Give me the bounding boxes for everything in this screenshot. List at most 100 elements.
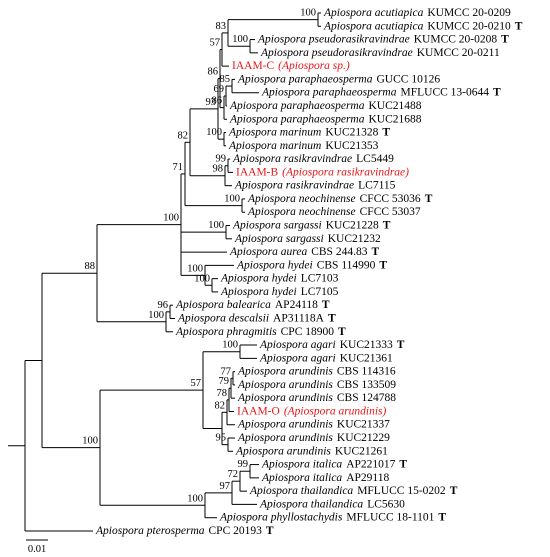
leaf-strain: KUC21333	[340, 339, 393, 351]
leaf-strain: CBS 244.83	[311, 246, 367, 258]
leaf-type: T	[450, 485, 458, 497]
leaf-species: Apiospora pterosperma	[95, 525, 205, 537]
support-value: 100	[194, 273, 210, 284]
support-value: 100	[206, 127, 222, 138]
leaf-type: T	[266, 525, 274, 537]
leaf-species: Apiospora paraphaeosperma	[229, 113, 365, 125]
leaf-species: Apiospora rasikravindrae	[234, 179, 354, 191]
leaf-species: Apiospora hydei	[220, 272, 297, 284]
leaf-species: Apiospora paraphaeosperma	[261, 86, 397, 98]
leaf-species: Apiospora arundinis	[237, 418, 333, 430]
leaf-strain: CPC 20193	[209, 525, 263, 537]
leaf-species: Apiospora thailandica	[259, 498, 363, 510]
leaf-label: Apiospora hydei LC7103	[220, 272, 339, 284]
support-value: 99	[216, 154, 227, 165]
leaf-species: Apiospora arundinis	[235, 445, 331, 457]
leaf-label: Apiospora marinum KUC21353	[228, 139, 379, 151]
leaf-type: T	[328, 312, 336, 324]
leaf-species: Apiospora arundinis	[237, 379, 333, 391]
scale-bar-label: 0.01	[28, 544, 46, 555]
leaf-strain: IAAM-C	[232, 60, 274, 72]
leaf-species: Apiospora phyllostachydis	[219, 511, 343, 523]
leaf-strain: KUC21228	[326, 219, 379, 231]
leaf-type: T	[371, 246, 379, 258]
leaf-strain: MFLUCC 15-0202	[357, 485, 446, 497]
leaf-strain: KUC21261	[335, 445, 388, 457]
leaf-type: T	[379, 259, 387, 271]
leaf-label: Apiospora paraphaeosperma GUCC 10126	[237, 73, 440, 85]
support-value: 72	[228, 469, 239, 480]
leaf-species: Apiospora balearica	[175, 299, 271, 311]
leaf-label: Apiospora phyllostachydis MFLUCC 18-1101 T	[219, 511, 446, 523]
support-value: 71	[173, 162, 184, 173]
leaf-species: Apiospora acutiapica	[323, 7, 424, 19]
leaf-label: Apiospora acutiapica KUMCC 20-0209	[323, 7, 511, 19]
leaf-type: T	[399, 458, 407, 470]
leaf-strain: LC7105	[301, 286, 339, 298]
leaf-strain: KUC21361	[340, 352, 393, 364]
leaf-strain: KUC21328	[325, 126, 378, 138]
leaf-species: Apiospora descalsii	[177, 312, 269, 324]
leaf-species: Apiospora paraphaeosperma	[229, 100, 365, 112]
leaf-species: Apiospora sargassi	[232, 219, 322, 231]
leaf-species: (Apiospora arundinis)	[284, 405, 387, 417]
support-value: 95	[216, 433, 227, 444]
leaf-label: Apiospora pseudorasikravindrae KUMCC 20-0…	[260, 46, 500, 58]
leaf-species: Apiospora aurea	[229, 246, 307, 258]
leaf-label: Apiospora thailandica LC5630	[259, 498, 405, 510]
leaf-label: Apiospora sargassi KUC21228 T	[232, 219, 391, 231]
leaf-species: Apiospora pseudorasikravindrae	[257, 33, 410, 45]
leaf-species: Apiospora sargassi	[234, 232, 324, 244]
leaf-strain: CBS 114316	[337, 365, 396, 377]
leaf-species: Apiospora arundinis	[237, 365, 333, 377]
leaf-label: Apiospora agari KUC21361	[259, 352, 393, 364]
leaf-species: Apiospora agari	[259, 352, 336, 364]
leaf-strain: KUC21337	[337, 418, 390, 430]
leaf-species: Apiospora pseudorasikravindrae	[260, 46, 413, 58]
leaf-label: Apiospora phragmitis CPC 18900 T	[175, 325, 346, 337]
leaf-label: Apiospora acutiapica KUMCC 20-0210 T	[323, 20, 523, 32]
leaf-label: Apiospora pseudorasikravindrae KUMCC 20-0…	[257, 33, 509, 45]
leaf-label: Apiospora arundinis KUC21337	[237, 418, 390, 430]
leaf-strain: AP24118	[275, 299, 318, 311]
leaf-label: Apiospora paraphaeosperma KUC21488	[229, 100, 422, 112]
leaf-label: Apiospora descalsii AP31118A T	[177, 312, 336, 324]
leaf-type: T	[383, 219, 391, 231]
support-value: 69	[214, 84, 225, 95]
leaf-label: Apiospora agari KUC21333 T	[259, 339, 405, 351]
support-value: 100	[187, 493, 203, 504]
leaf-strain: AP221017	[346, 458, 395, 470]
leaf-label: Apiospora neochinense CFCC 53036 T	[247, 193, 433, 205]
leaf-strain: IAAM-B	[236, 166, 278, 178]
leaf-type: T	[338, 325, 346, 337]
leaf-species: Apiospora rasikravindrae	[232, 153, 352, 165]
support-value: 57	[191, 378, 202, 389]
leaf-strain: CFCC 53036	[360, 193, 421, 205]
leaf-strain: CBS 133509	[337, 379, 396, 391]
leaf-strain: CPC 18900	[281, 325, 335, 337]
support-value: 100	[224, 194, 240, 205]
leaf-type: T	[425, 193, 433, 205]
leaf-strain: CFCC 53037	[360, 206, 421, 218]
leaf-strain: CBS 114990	[317, 259, 376, 271]
support-value: 86	[208, 67, 219, 78]
leaf-label: Apiospora paraphaeosperma KUC21688	[229, 113, 422, 125]
leaf-strain: LC5449	[356, 153, 394, 165]
leaf-strain: LC7115	[358, 179, 396, 191]
support-value: 99	[238, 459, 249, 470]
support-value: 82	[178, 130, 189, 141]
leaf-label: Apiospora sargassi KUC21232	[234, 232, 381, 244]
leaf-label: Apiospora hydei LC7105	[220, 286, 339, 298]
leaf-strain: KUC21353	[325, 139, 378, 151]
support-value: 97	[220, 481, 231, 492]
support-value: 100	[163, 213, 179, 224]
leaf-strain: KUC21488	[369, 100, 422, 112]
leaf-strain: GUCC 10126	[377, 73, 441, 85]
support-value: 96	[158, 300, 169, 311]
leaf-strain: KUC21229	[337, 432, 390, 444]
leaf-type: T	[493, 86, 501, 98]
support-value: 88	[85, 261, 96, 272]
leaf-species: (Apiospora rasikravindrae)	[282, 166, 409, 178]
leaf-species: Apiospora thailandica	[249, 485, 353, 497]
leaf-species: Apiospora paraphaeosperma	[237, 73, 373, 85]
